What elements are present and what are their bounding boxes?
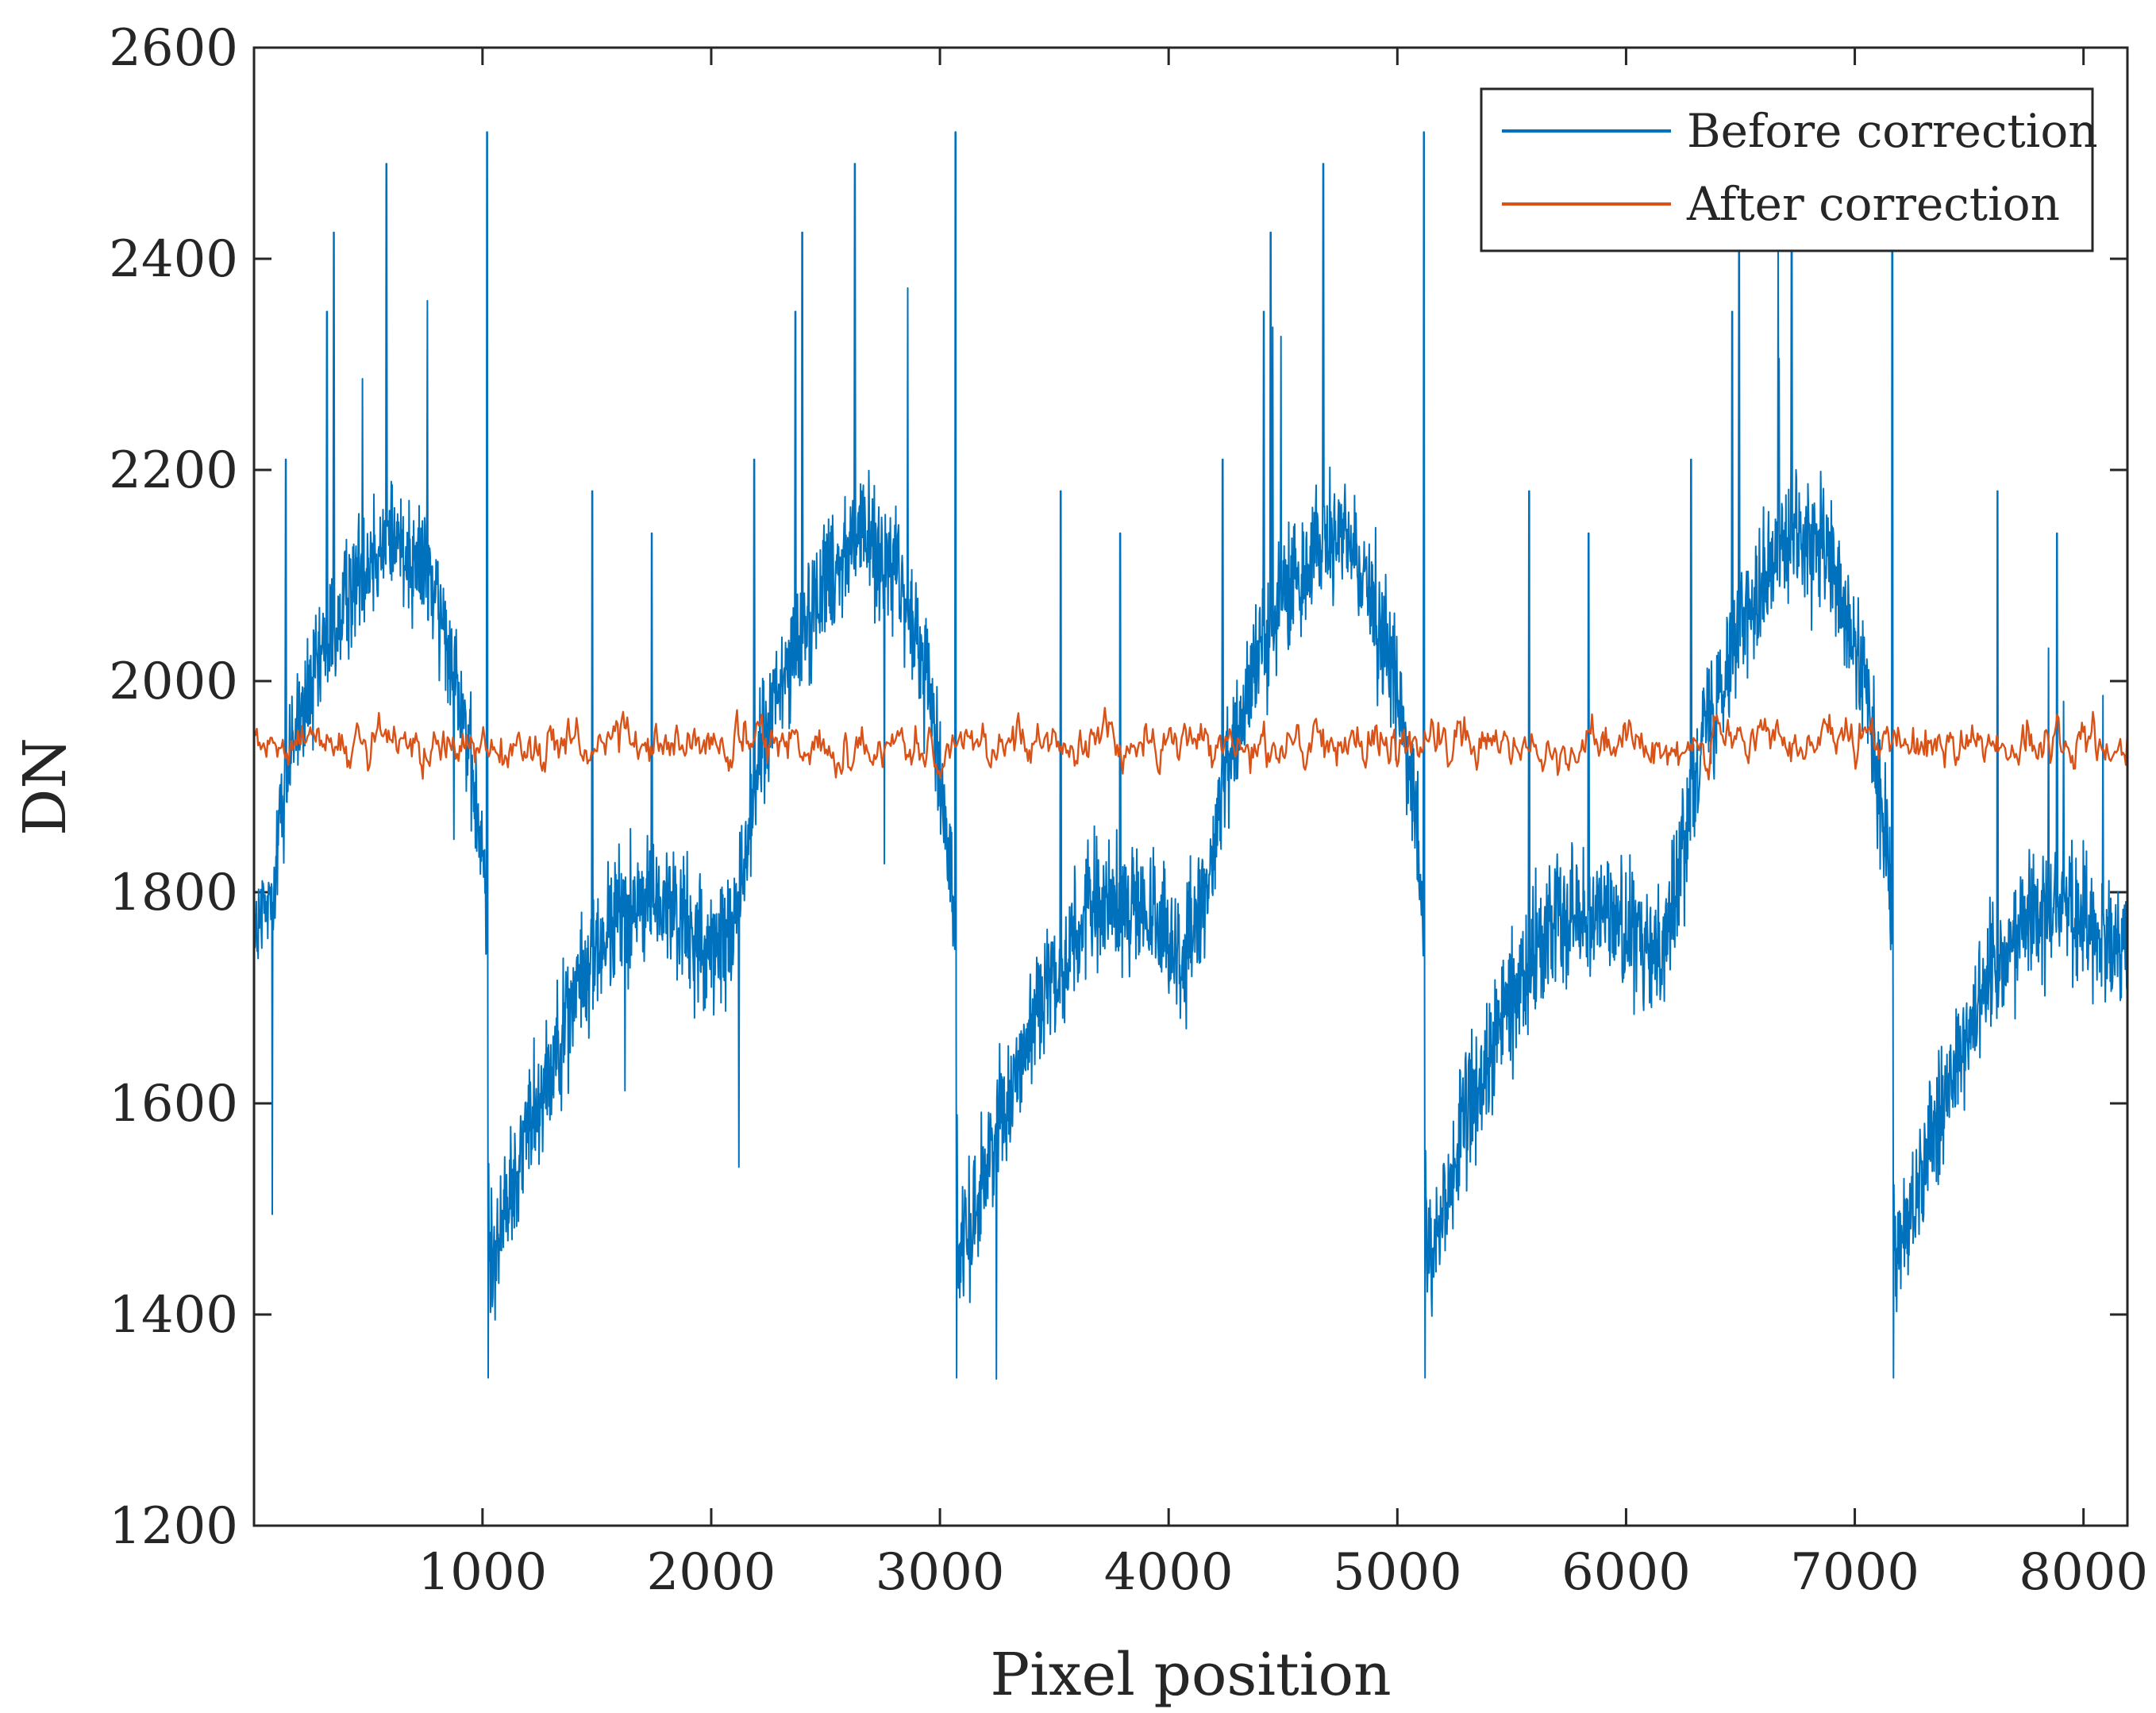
- x-tick-label: 6000: [1561, 1543, 1691, 1602]
- x-tick-label: 1000: [418, 1543, 547, 1602]
- y-axis-title: DN: [11, 737, 79, 836]
- y-axis-ticks: 1200 1400 1600 1800 2000 2200 2400 2600: [109, 19, 2127, 1556]
- legend: Before correction After correction: [1480, 87, 2098, 252]
- y-tick-label: 2200: [109, 441, 238, 500]
- x-tick-label: 3000: [876, 1543, 1005, 1602]
- x-axis-ticks: 1000 2000 3000 4000 5000 6000 7000 8000: [418, 48, 2148, 1602]
- x-axis-title: Pixel position: [990, 1641, 1391, 1709]
- x-tick-label: 4000: [1104, 1543, 1234, 1602]
- legend-label-after-correction: After correction: [1686, 177, 2060, 231]
- series-line-after-correction: [254, 706, 2127, 781]
- x-tick-label: 7000: [1790, 1543, 1919, 1602]
- x-tick-label: 2000: [647, 1543, 776, 1602]
- x-tick-label: 8000: [2019, 1543, 2148, 1602]
- legend-box: [1480, 87, 2094, 252]
- plot-frame: [252, 46, 2129, 1527]
- y-tick-label: 1400: [109, 1286, 238, 1345]
- y-tick-label: 1800: [109, 864, 238, 922]
- series-line-before-correction: [254, 131, 2127, 1380]
- y-tick-label: 1200: [109, 1497, 238, 1556]
- y-tick-label: 1600: [109, 1075, 238, 1134]
- y-tick-label: 2000: [109, 652, 238, 711]
- legend-label-before-correction: Before correction: [1687, 104, 2098, 158]
- y-tick-label: 2400: [109, 230, 238, 289]
- x-tick-label: 5000: [1333, 1543, 1462, 1602]
- y-tick-label: 2600: [109, 19, 238, 78]
